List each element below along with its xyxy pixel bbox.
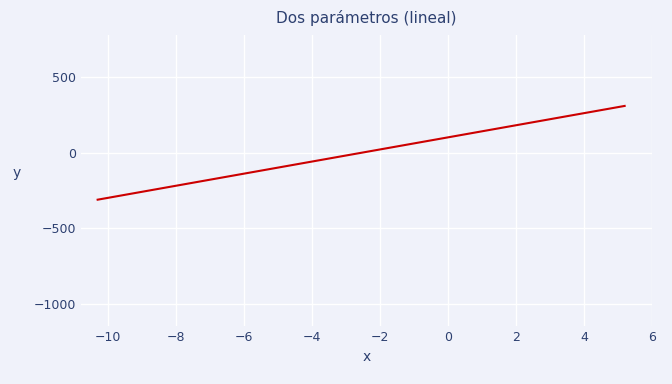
X-axis label: x: x (362, 350, 370, 364)
Y-axis label: y: y (13, 167, 21, 180)
Title: Dos parámetros (lineal): Dos parámetros (lineal) (276, 10, 456, 26)
